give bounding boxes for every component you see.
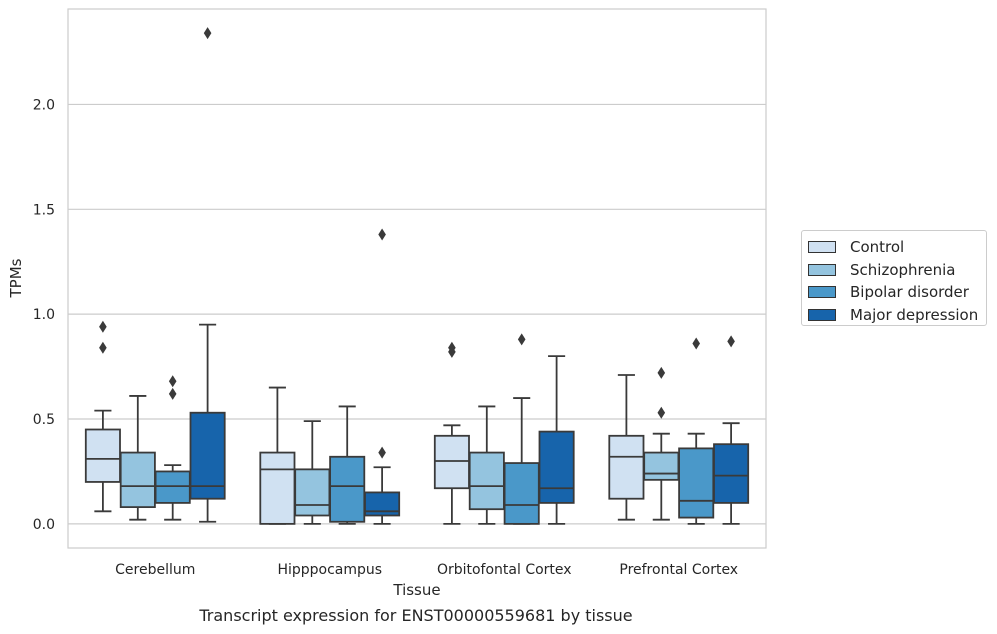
outlier-point [517, 333, 526, 346]
outlier-point [657, 366, 666, 379]
outlier-point [99, 341, 107, 354]
box-body [678, 447, 715, 519]
box-body [84, 428, 121, 483]
box-body [294, 468, 331, 517]
box-body [538, 430, 575, 504]
outlier-point [168, 387, 177, 400]
box-3-1 [643, 366, 680, 521]
box-2-1 [468, 405, 505, 525]
legend-label: Control [850, 238, 905, 257]
legend-swatch [808, 308, 836, 321]
box-body [468, 451, 505, 511]
box-body [154, 470, 191, 504]
x-tick-labels: Cerebellum Hipppocampus Orbitofontal Corte… [115, 562, 738, 578]
outlier-point [692, 337, 700, 350]
box-body [189, 411, 226, 500]
legend-item-schizophrenia: Schizophrenia [808, 259, 980, 282]
legend-label: Major depression [850, 305, 979, 324]
legend-item-bipolar-disorder: Bipolar disorder [808, 281, 980, 304]
legend-swatch [808, 286, 836, 299]
box-3-3 [713, 335, 750, 525]
legend-label: Bipolar disorder [850, 283, 969, 302]
boxes [84, 27, 750, 525]
y-tick-label: 1.5 [33, 202, 55, 218]
legend-label: Schizophrenia [850, 260, 956, 279]
outlier-point [99, 320, 107, 333]
y-tick-labels: 0.0 0.5 1.0 1.5 2.0 [33, 97, 55, 532]
outlier-point [203, 27, 212, 40]
y-axis-label: TPMs [7, 258, 25, 298]
x-tick-label: Hipppocampus [277, 562, 382, 578]
legend-item-control: Control [808, 236, 980, 259]
y-tick-label: 0.5 [33, 412, 55, 428]
outlier-point [378, 446, 386, 459]
x-axis-label: Tissue [392, 581, 440, 599]
box-body [364, 491, 401, 517]
box-1-1 [294, 420, 331, 525]
box-body [329, 455, 366, 523]
y-tick-label: 0.0 [33, 517, 55, 533]
box-0-3 [189, 27, 226, 523]
box-0-0 [84, 320, 121, 513]
x-tick-label: Prefrontal Cortex [619, 562, 738, 578]
legend-item-major-depression: Major depression [808, 304, 980, 327]
outlier-point [448, 341, 456, 354]
chart-caption: Transcript expression for ENST0000055968… [199, 606, 633, 625]
outlier-point [168, 375, 177, 388]
y-tick-label: 1.0 [33, 307, 55, 323]
box-body [259, 451, 296, 525]
x-tick-label: Cerebellum [115, 562, 195, 578]
legend-swatch [808, 263, 836, 276]
box-body [503, 462, 540, 525]
box-body [119, 451, 156, 509]
outlier-point [657, 406, 666, 419]
outlier-point [378, 228, 386, 241]
grid-lines [68, 103, 766, 525]
legend: Control Schizophrenia Bipolar disorder M… [801, 230, 987, 326]
box-body [713, 443, 750, 504]
box-0-1 [119, 395, 156, 521]
y-tick-label: 2.0 [33, 97, 55, 113]
x-tick-label: Orbitofontal Cortex [437, 562, 572, 578]
box-1-3 [364, 228, 401, 525]
box-2-3 [538, 355, 575, 525]
box-body [643, 451, 680, 481]
box-body [608, 434, 645, 500]
legend-swatch [808, 241, 836, 254]
box-2-0 [433, 341, 470, 525]
box-body [433, 434, 470, 490]
outlier-point [727, 335, 735, 348]
box-0-2 [154, 375, 191, 521]
box-1-2 [329, 405, 366, 525]
box-1-0 [259, 386, 296, 525]
